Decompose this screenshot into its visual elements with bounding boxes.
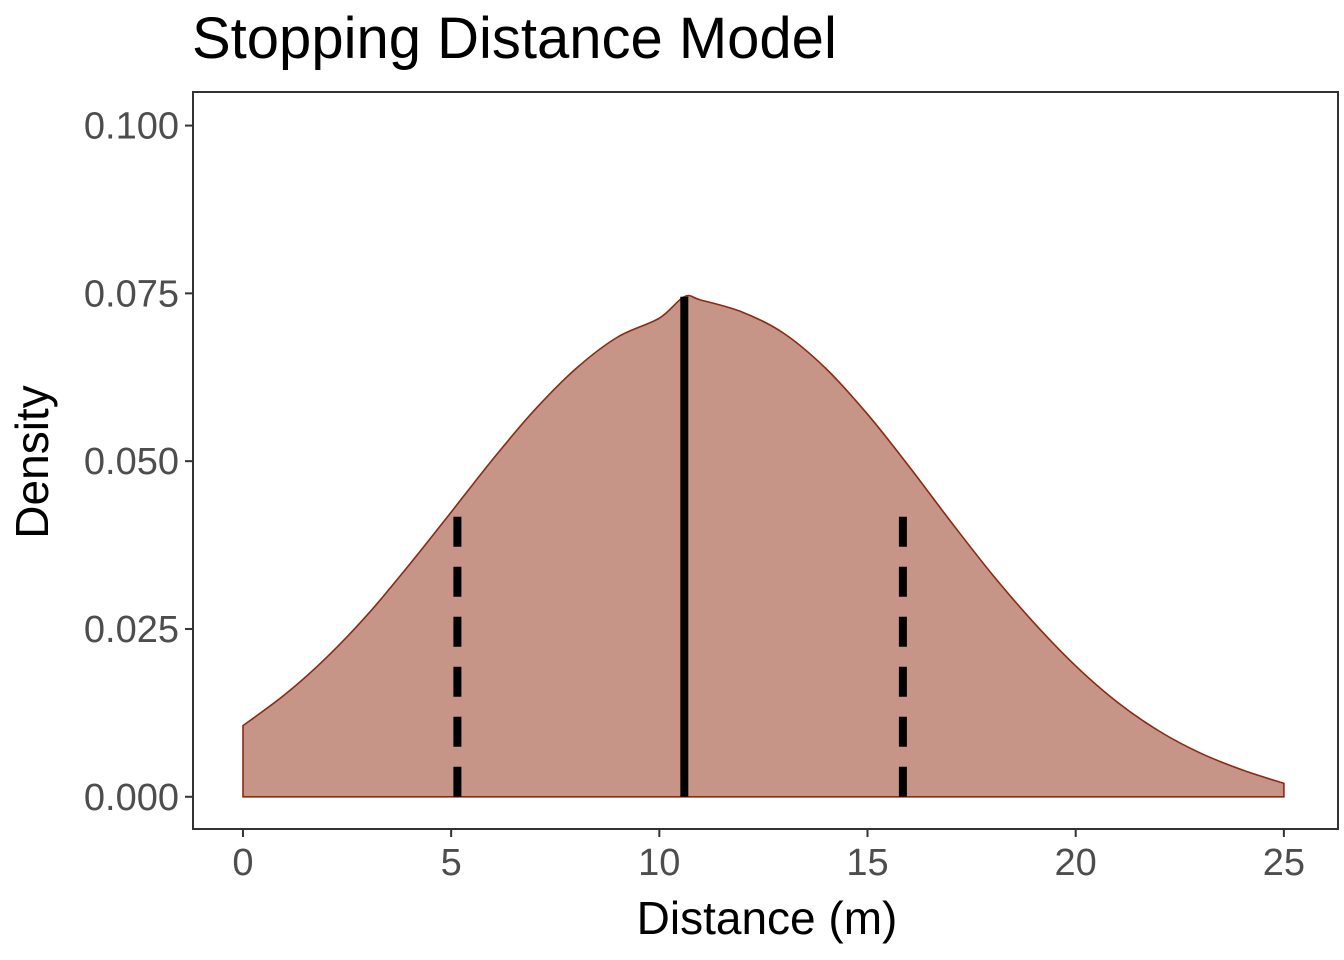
x-tick-label: 5 — [441, 842, 462, 884]
x-axis-title: Distance (m) — [637, 892, 898, 944]
x-tick-label: 10 — [638, 842, 680, 884]
y-axis-title: Density — [6, 385, 58, 538]
x-tick-label: 15 — [846, 842, 888, 884]
x-axis: 0 5 10 15 20 25 — [232, 829, 1305, 884]
y-tick-label: 0.025 — [84, 609, 179, 651]
x-tick-label: 0 — [232, 842, 253, 884]
reference-lines-layer — [453, 296, 907, 797]
x-tick-label: 25 — [1263, 842, 1305, 884]
x-tick-label: 20 — [1055, 842, 1097, 884]
density-area-layer — [242, 294, 1285, 798]
y-tick-label: 0.000 — [84, 777, 179, 819]
y-tick-label: 0.050 — [84, 441, 179, 483]
y-tick-label: 0.100 — [84, 106, 179, 148]
density-area — [242, 294, 1285, 798]
y-axis: 0.000 0.025 0.050 0.075 0.100 — [84, 106, 193, 819]
chart-title: Stopping Distance Model — [192, 6, 837, 71]
y-tick-label: 0.075 — [84, 273, 179, 315]
